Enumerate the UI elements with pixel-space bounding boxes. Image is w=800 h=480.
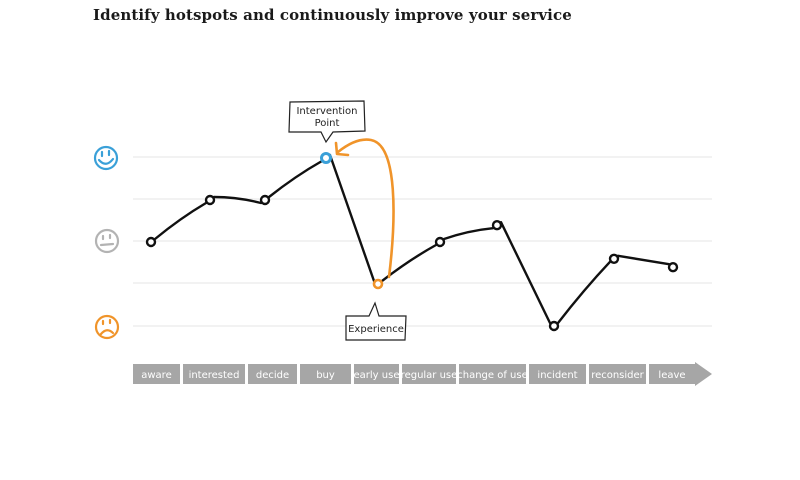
stage-segment (402, 364, 456, 384)
journey-point-change-of-use (491, 219, 503, 231)
journey-point-incident (548, 320, 560, 332)
journey-path (153, 153, 671, 325)
stage-arrow-head (695, 362, 712, 386)
stage-segment (300, 364, 351, 384)
intervention-callout-label-1: Intervention (296, 106, 357, 117)
stage-segment (248, 364, 297, 384)
journey-point-leave (667, 262, 679, 273)
stage-segment (354, 364, 399, 384)
grid-lines (133, 156, 712, 327)
stage-label-interested: interested (189, 370, 240, 381)
happy-face-icon (93, 145, 119, 171)
journey-point-aware (145, 236, 157, 248)
journey-point-reconsider (608, 253, 620, 264)
journey-point-interested (204, 194, 216, 206)
intervention-callout-label-2: Point (315, 118, 340, 129)
journey-point-decide (259, 194, 271, 206)
stage-segment (649, 364, 695, 384)
experience-callout-label: Experience (348, 324, 404, 335)
stage-label-decide: decide (256, 370, 289, 381)
journey-line (145, 152, 679, 332)
stage-segment (183, 364, 245, 384)
experience-callout: Experience (345, 301, 407, 341)
intervention-arrow (334, 138, 395, 279)
stage-segment (589, 364, 646, 384)
stage-label-incident: incident (537, 370, 577, 381)
stage-bar: aware interested decide buy early use regular… (133, 362, 712, 386)
stage-segment (133, 364, 180, 384)
stage-label-regular-use: regular use (401, 370, 458, 381)
page-title: Identify hotspots and continuously impro… (93, 6, 572, 24)
stage-segment (529, 364, 586, 384)
stage-label-aware: aware (141, 370, 171, 381)
stage-label-buy: buy (316, 370, 335, 381)
intervention-callout: Intervention Point (288, 100, 366, 144)
sad-face-icon (94, 314, 120, 340)
journey-point-regular-use (434, 236, 446, 248)
neutral-face-icon (94, 228, 120, 254)
stage-label-early-use: early use (354, 370, 400, 381)
journey-point-early-use (372, 278, 384, 290)
stage-label-leave: leave (658, 370, 685, 381)
stage-segment (459, 364, 526, 384)
journey-point-buy (320, 152, 332, 164)
stage-label-reconsider: reconsider (591, 370, 644, 381)
stage-label-change-of-use: change of use (457, 370, 528, 381)
